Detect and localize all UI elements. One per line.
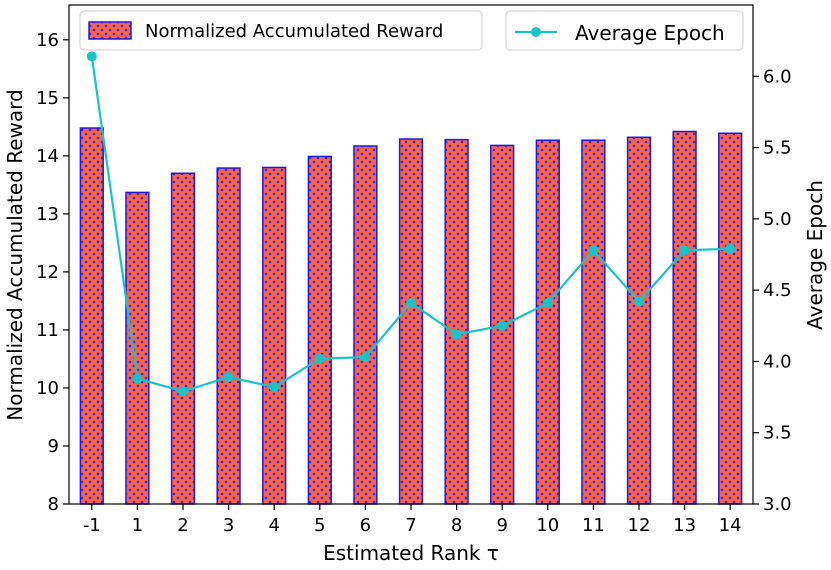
- right-axis: 3.0 3.5 4.0 4.5 5.0 5.5 6.0: [753, 66, 792, 515]
- left-axis: 8 9 10 11 12 13 14 15 16: [36, 30, 69, 515]
- y-axis-label: Normalized Accumulated Reward: [3, 89, 27, 420]
- x-tick-label: 3: [223, 515, 234, 536]
- bar: [216, 167, 241, 505]
- legend-line-box: [505, 10, 744, 51]
- bar: [262, 166, 287, 505]
- y-tick-label: 12: [36, 262, 59, 283]
- bar-series: [79, 127, 743, 505]
- line-point: [542, 297, 553, 308]
- y2-tick-label: 6.0: [763, 66, 792, 87]
- x-tick-label: 7: [405, 515, 416, 536]
- line-point: [360, 352, 371, 363]
- line-series: [86, 51, 736, 397]
- x-tick-label: 12: [628, 515, 651, 536]
- line-point: [314, 353, 325, 364]
- x-axis: -1 1 2 3 4 5 6 7 8 9 10 11 12 13 14: [83, 504, 742, 536]
- line-point: [406, 297, 416, 308]
- y2-tick-label: 3.0: [763, 494, 792, 515]
- legend-bar: Normalized Accumulated Reward: [79, 10, 483, 51]
- line-point: [588, 245, 599, 256]
- y-tick-label: 10: [36, 378, 59, 399]
- x-tick-label: 1: [132, 515, 143, 536]
- line-point: [451, 329, 462, 340]
- line-point: [86, 51, 97, 62]
- line-point: [132, 373, 143, 384]
- line-point: [178, 386, 188, 397]
- y2-tick-label: 5.5: [763, 138, 792, 159]
- bar: [444, 138, 469, 505]
- line-point: [725, 243, 736, 254]
- bar: [535, 139, 560, 505]
- bar: [626, 136, 652, 505]
- bar: [581, 139, 606, 505]
- x-tick-label: 10: [536, 515, 559, 536]
- x-tick-label: 11: [582, 515, 605, 536]
- x-tick-label: 13: [673, 515, 696, 536]
- x-tick-label: -1: [83, 515, 101, 536]
- y-tick-label: 8: [48, 494, 59, 515]
- x-tick-label: 6: [360, 515, 371, 536]
- bar: [125, 191, 150, 505]
- bar: [672, 130, 697, 505]
- line-point: [223, 372, 234, 383]
- x-tick-label: 2: [177, 515, 188, 536]
- x-tick-label: 5: [314, 515, 325, 536]
- bar: [718, 132, 743, 505]
- legend-bar-label: Normalized Accumulated Reward: [145, 21, 443, 42]
- y2-axis-label: Average Epoch: [803, 180, 827, 330]
- x-tick-label: 8: [451, 515, 462, 536]
- bar: [398, 138, 424, 505]
- y2-tick-label: 5.0: [763, 209, 792, 230]
- legend-bar-swatch: [88, 21, 132, 40]
- x-tick-label: 14: [719, 515, 742, 536]
- legend-line-marker: [531, 27, 541, 37]
- y-tick-label: 15: [36, 88, 59, 109]
- x-tick-label: 4: [268, 515, 279, 536]
- x-tick-label: 9: [496, 515, 507, 536]
- bar: [170, 172, 196, 505]
- y2-tick-label: 4.0: [763, 351, 792, 372]
- bar: [307, 155, 332, 505]
- legend-line-label: Average Epoch: [575, 21, 725, 45]
- y2-tick-label: 4.5: [763, 280, 792, 301]
- y-tick-label: 13: [36, 204, 59, 225]
- line-point: [269, 382, 280, 393]
- bar: [353, 145, 378, 505]
- bar: [79, 127, 104, 505]
- line-point: [634, 296, 644, 307]
- y-tick-label: 16: [36, 30, 59, 51]
- y-tick-label: 9: [48, 436, 59, 457]
- y-tick-label: 11: [36, 320, 59, 341]
- legend-bar-box: [79, 10, 483, 51]
- x-axis-label: Estimated Rank τ: [323, 541, 499, 565]
- line-point: [679, 245, 690, 256]
- line-point: [497, 320, 508, 331]
- y-tick-label: 14: [36, 146, 59, 167]
- legend-line: Average Epoch: [505, 10, 744, 51]
- y2-tick-label: 3.5: [763, 423, 792, 444]
